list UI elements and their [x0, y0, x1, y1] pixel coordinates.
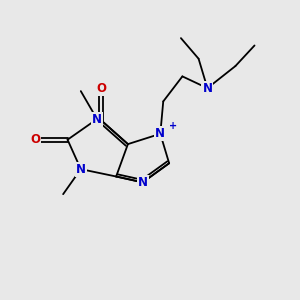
Text: N: N — [76, 163, 86, 176]
Text: N: N — [138, 176, 148, 189]
Text: N: N — [202, 82, 212, 95]
Text: O: O — [96, 82, 106, 95]
Text: N: N — [155, 127, 165, 140]
Text: N: N — [92, 112, 102, 126]
Text: +: + — [169, 121, 177, 130]
Text: O: O — [30, 133, 40, 146]
